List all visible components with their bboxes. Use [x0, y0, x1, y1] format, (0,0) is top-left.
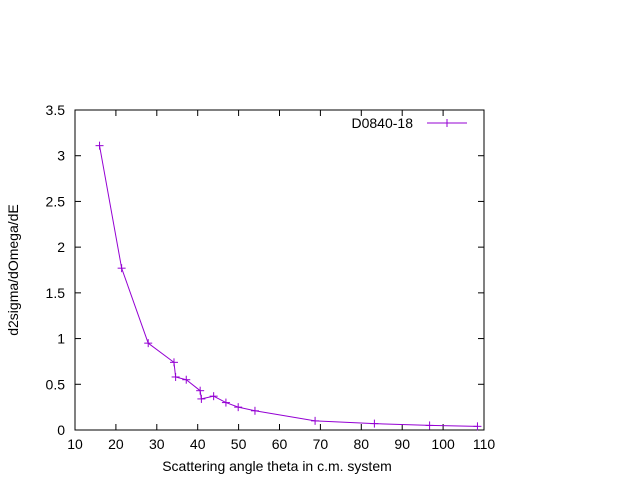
axis-ticks: [74, 109, 485, 431]
x-tick-label: 90: [394, 436, 410, 452]
y-tick-label: 1.5: [46, 285, 66, 301]
x-tick-label: 20: [108, 436, 124, 452]
y-tick-label: 0.5: [46, 376, 66, 392]
x-tick-label: 30: [149, 436, 165, 452]
data-point: [169, 358, 178, 367]
y-tick-label: 2: [57, 239, 65, 255]
x-axis-label: Scattering angle theta in c.m. system: [162, 458, 392, 474]
x-tick-label: 40: [190, 436, 206, 452]
data-point: [171, 372, 180, 381]
y-tick-label: 3.5: [46, 102, 66, 118]
data-point: [425, 421, 434, 430]
data-point: [250, 406, 259, 415]
data-point: [370, 419, 379, 428]
x-tick-label: 80: [354, 436, 370, 452]
legend-label: D0840-18: [352, 115, 414, 131]
series-layer: [95, 141, 482, 431]
data-point: [95, 141, 104, 150]
x-tick-label: 60: [272, 436, 288, 452]
data-point: [234, 403, 243, 412]
y-tick-label: 2.5: [46, 193, 66, 209]
y-axis-label: d2sigma/dOmega/dE: [5, 204, 21, 336]
x-tick-label: 70: [313, 436, 329, 452]
axis-tick-labels: 10 20 30 40 50 60 70 80 90 100 110 0 0.5 1 1.5 2 2.5 3 3.5: [46, 102, 496, 452]
x-tick-label: 50: [231, 436, 247, 452]
data-point: [221, 398, 230, 407]
data-point: [182, 375, 191, 384]
plot-frame: [74, 109, 485, 431]
x-tick-label: 110: [473, 436, 496, 452]
data-point: [144, 339, 153, 348]
y-tick-label: 3: [57, 148, 65, 164]
data-point: [311, 416, 320, 425]
data-point: [197, 394, 206, 403]
legend: D0840-18: [352, 115, 467, 131]
data-point: [209, 392, 218, 401]
y-tick-label: 1: [57, 331, 65, 347]
x-tick-label: 10: [67, 436, 83, 452]
data-point: [196, 386, 205, 395]
x-tick-label: 100: [431, 436, 455, 452]
data-point: [117, 264, 126, 273]
y-tick-label: 0: [57, 422, 65, 438]
series-line: [99, 145, 478, 427]
data-point: [473, 422, 482, 431]
